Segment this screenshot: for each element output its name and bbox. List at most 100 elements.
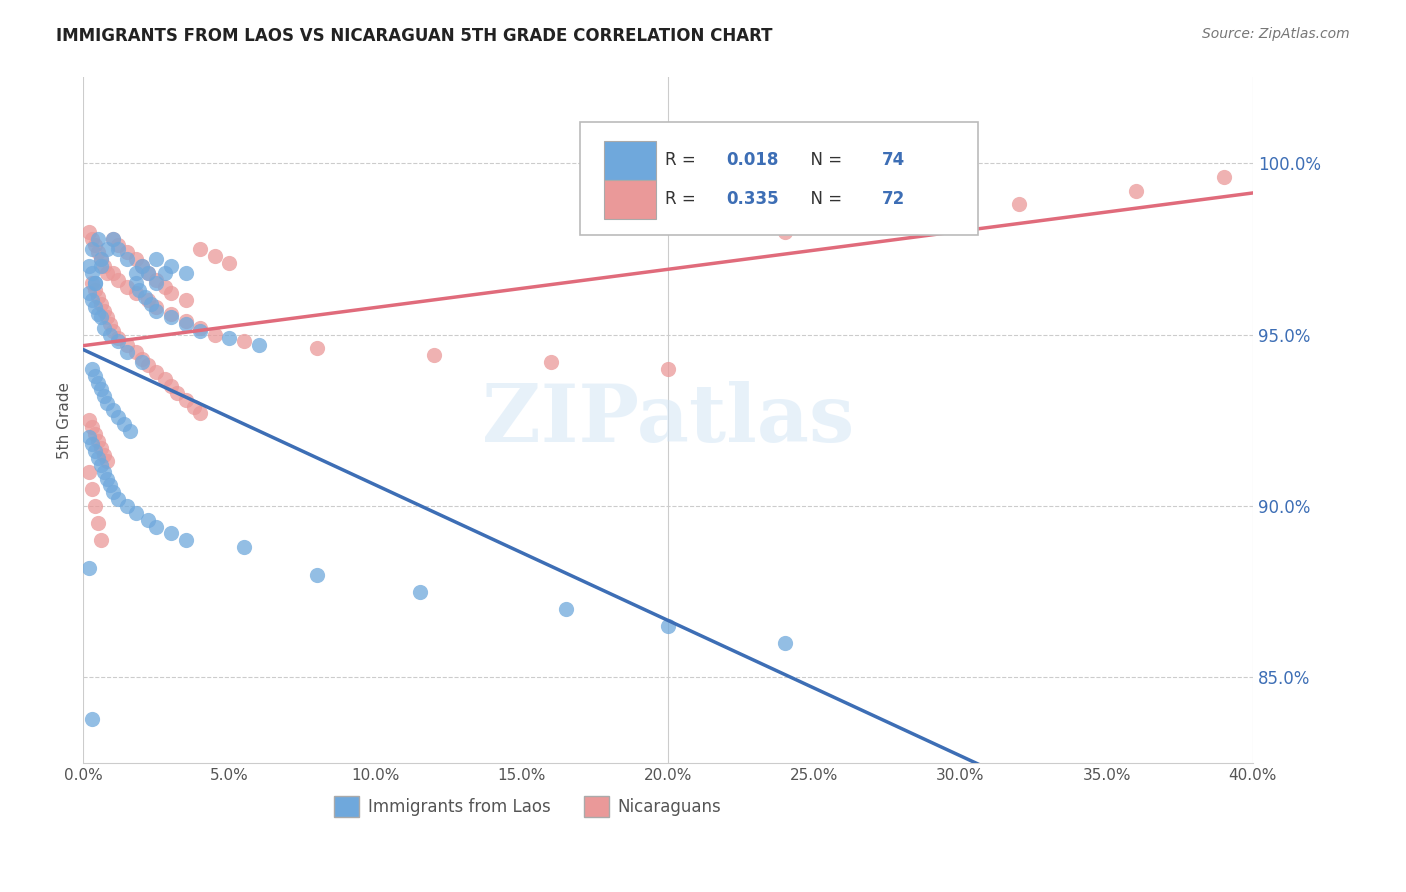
Point	[204, 327, 226, 342]
Point	[90, 383, 112, 397]
Point	[166, 385, 188, 400]
Point	[145, 252, 167, 267]
Point	[80, 242, 103, 256]
Point	[84, 499, 107, 513]
Point	[84, 368, 107, 383]
Point	[145, 519, 167, 533]
Point	[307, 567, 329, 582]
Point	[136, 359, 159, 373]
Point	[128, 283, 150, 297]
Point	[115, 499, 138, 513]
Point	[107, 409, 129, 424]
Point	[188, 242, 211, 256]
Point	[160, 379, 183, 393]
Point	[657, 619, 679, 633]
Point	[657, 362, 679, 376]
Text: IMMIGRANTS FROM LAOS VS NICARAGUAN 5TH GRADE CORRELATION CHART: IMMIGRANTS FROM LAOS VS NICARAGUAN 5TH G…	[56, 27, 773, 45]
Point	[233, 334, 256, 349]
Point	[174, 318, 197, 332]
Point	[131, 259, 153, 273]
Point	[84, 276, 107, 290]
Point	[1125, 184, 1147, 198]
Point	[125, 344, 148, 359]
Point	[131, 259, 153, 273]
Point	[136, 293, 159, 308]
Point	[307, 341, 329, 355]
Point	[107, 334, 129, 349]
Point	[1008, 197, 1031, 211]
Point	[145, 273, 167, 287]
Point	[247, 338, 270, 352]
Point	[90, 441, 112, 455]
Point	[174, 533, 197, 548]
Point	[115, 252, 138, 267]
Point	[112, 417, 135, 431]
Point	[77, 413, 100, 427]
Point	[87, 290, 110, 304]
Point	[153, 372, 176, 386]
Point	[87, 376, 110, 390]
Point	[160, 310, 183, 325]
Point	[101, 403, 124, 417]
Point	[107, 273, 129, 287]
Point	[188, 324, 211, 338]
Point	[153, 266, 176, 280]
Point	[131, 355, 153, 369]
Point	[80, 712, 103, 726]
Point	[174, 314, 197, 328]
Point	[145, 276, 167, 290]
Point	[136, 266, 159, 280]
Point	[188, 320, 211, 334]
Text: Source: ZipAtlas.com: Source: ZipAtlas.com	[1202, 27, 1350, 41]
Point	[96, 454, 118, 468]
Point	[90, 252, 112, 267]
Point	[77, 225, 100, 239]
Text: 74: 74	[882, 152, 905, 169]
Point	[87, 245, 110, 260]
Point	[145, 300, 167, 314]
Point	[90, 458, 112, 472]
Point	[84, 238, 107, 252]
Point	[84, 283, 107, 297]
Point	[84, 427, 107, 442]
Point	[96, 472, 118, 486]
Point	[98, 478, 121, 492]
Point	[153, 279, 176, 293]
Point	[77, 560, 100, 574]
Point	[90, 252, 112, 267]
Point	[77, 430, 100, 444]
Point	[139, 296, 162, 310]
Point	[87, 434, 110, 448]
Point	[554, 602, 576, 616]
FancyBboxPatch shape	[603, 179, 657, 219]
Point	[115, 344, 138, 359]
Point	[107, 331, 129, 345]
Point	[145, 303, 167, 318]
Point	[188, 406, 211, 420]
Point	[80, 293, 103, 308]
Point	[115, 245, 138, 260]
Text: N =: N =	[800, 191, 848, 209]
Point	[93, 465, 115, 479]
Point	[80, 482, 103, 496]
Point	[125, 252, 148, 267]
Point	[96, 266, 118, 280]
FancyBboxPatch shape	[581, 122, 979, 235]
Point	[107, 238, 129, 252]
Point	[174, 293, 197, 308]
Point	[773, 225, 796, 239]
Point	[84, 300, 107, 314]
Point	[80, 276, 103, 290]
Point	[77, 465, 100, 479]
Point	[1212, 169, 1234, 184]
Point	[90, 533, 112, 548]
Point	[145, 365, 167, 379]
Point	[115, 338, 138, 352]
Point	[84, 276, 107, 290]
Point	[80, 437, 103, 451]
Point	[134, 290, 156, 304]
Point	[98, 318, 121, 332]
Point	[90, 310, 112, 325]
Point	[125, 506, 148, 520]
Point	[98, 327, 121, 342]
